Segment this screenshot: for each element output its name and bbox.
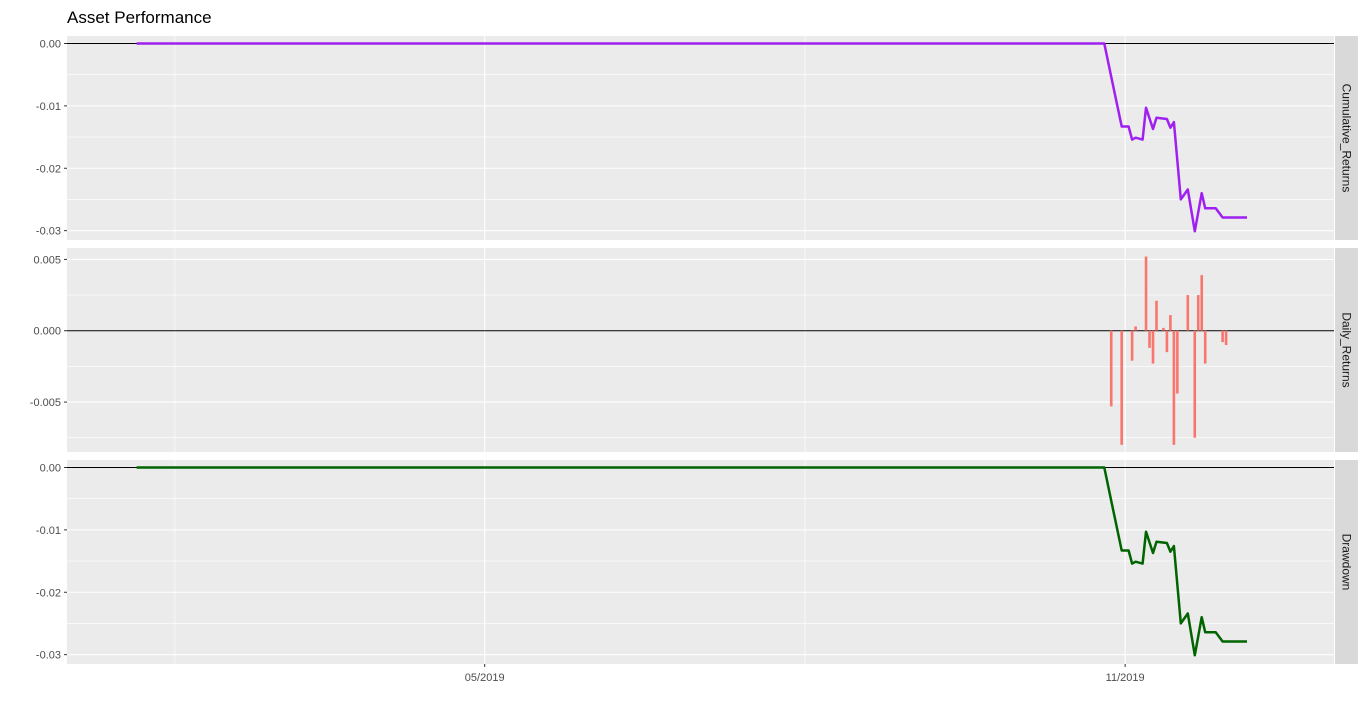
series-line [136, 466, 1247, 657]
bar [1151, 330, 1155, 364]
bar [1221, 330, 1224, 343]
y-tick-label: -0.01 [36, 525, 61, 537]
panel-background [67, 460, 1334, 664]
y-tick-label: 0.00 [40, 462, 61, 474]
bar [1134, 326, 1137, 331]
y-tick-label: -0.005 [30, 397, 61, 409]
bar [1109, 330, 1113, 407]
bar [1200, 275, 1204, 331]
y-tick-label: -0.03 [36, 650, 61, 662]
panel-daily-returns: 0.005 0.000 -0.005 Daily_Returns [30, 248, 1358, 452]
bar [1196, 295, 1200, 331]
y-tick-label: 0.00 [40, 38, 61, 50]
y-tick-label: 0.005 [33, 254, 61, 266]
chart-title: Asset Performance [67, 8, 212, 27]
bar [1172, 330, 1176, 445]
facet-strip [1335, 36, 1358, 240]
bar [1186, 295, 1190, 331]
bar [1120, 330, 1123, 445]
bar [1165, 330, 1169, 353]
facet-strip [1335, 460, 1358, 664]
series-line [136, 42, 1247, 233]
panel-background [67, 36, 1334, 240]
y-tick-label: -0.01 [36, 101, 61, 113]
panel-cumulative-returns: 0.00 -0.01 -0.02 -0.03 Cumulative_Returns [36, 36, 1358, 240]
bar [1148, 330, 1151, 348]
facet-strip-label: Cumulative_Returns [1340, 84, 1354, 193]
bar [1169, 315, 1172, 331]
panel-drawdown: 0.00 -0.01 -0.02 -0.03 Drawdown [36, 460, 1358, 664]
facet-strip-label: Drawdown [1340, 534, 1354, 591]
bar [1144, 256, 1148, 331]
y-tick-label: -0.03 [36, 226, 61, 238]
x-tick-label: 11/2019 [1106, 672, 1145, 684]
bar [1162, 327, 1165, 331]
x-tick-label: 05/2019 [465, 672, 505, 684]
y-tick-label: -0.02 [36, 587, 61, 599]
bar [1130, 330, 1134, 361]
bar [1176, 330, 1179, 394]
facet-strip [1335, 248, 1358, 452]
bar [1224, 330, 1228, 346]
facet-strip-label: Daily_Returns [1340, 312, 1354, 387]
bar [1193, 330, 1197, 438]
bar [1155, 300, 1158, 331]
y-tick-label: 0.000 [33, 326, 61, 338]
y-tick-label: -0.02 [36, 163, 61, 175]
panel-background [67, 248, 1334, 452]
bar [1203, 330, 1207, 364]
